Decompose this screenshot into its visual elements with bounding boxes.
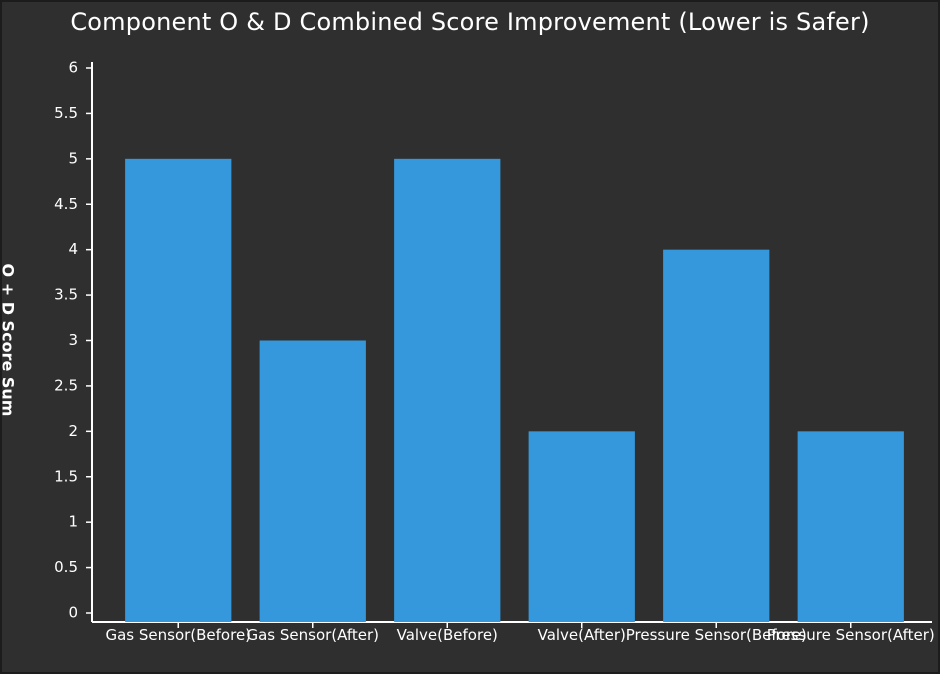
x-labels-group: Gas Sensor(Before)Gas Sensor(After) Valve… [105,626,934,644]
x-tick-label: Pressure Sensor(After) [767,626,935,644]
x-tick-label: Pressure Sensor(Before) [626,626,807,644]
y-tick-label: 2.5 [54,376,78,394]
y-tick-label: 4.5 [54,195,78,213]
bar [125,158,232,623]
x-tick-label: Gas Sensor(After) [246,626,379,644]
y-tick-label: 6 [68,59,78,77]
y-tick-label: 1.5 [54,467,78,485]
y-tick-label: 5 [68,149,78,167]
y-axis: 0 0.5 1 1.5 2 2.5 3 3.5 4 4.5 5 5.5 6 [54,59,93,622]
bar [394,158,501,623]
bars-group [125,158,904,623]
x-tick-label: Gas Sensor(Before) [105,626,251,644]
y-tick-label: 1 [68,513,78,531]
chart-title: Component O & D Combined Score Improveme… [70,8,870,36]
y-tick-label: 3.5 [54,286,78,304]
y-tick-label: 0 [68,604,78,622]
bar [259,340,366,622]
y-tick-label: 4 [68,240,78,258]
bar [528,431,635,622]
y-tick-label: 5.5 [54,104,78,122]
x-tick-label: Valve(After) [538,626,626,644]
bar [797,431,904,622]
y-tick-label: 0.5 [54,558,78,576]
y-tick-label: 2 [68,422,78,440]
x-axis [92,621,932,628]
bar [663,249,770,622]
y-tick-label: 3 [68,331,78,349]
x-tick-label: Valve(Before) [397,626,498,644]
